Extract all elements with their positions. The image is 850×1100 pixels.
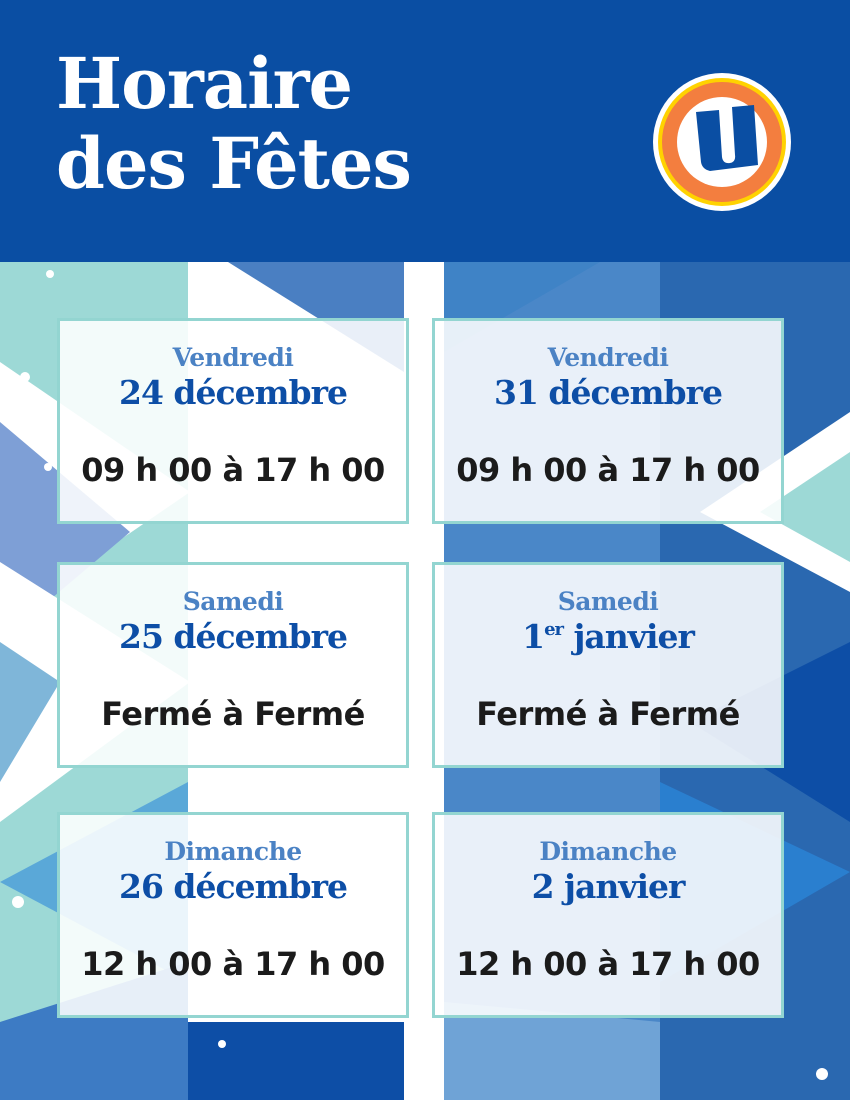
date-label: 31 décembre xyxy=(494,373,723,412)
hours-label: Fermé à Fermé xyxy=(476,695,740,733)
hours-label: 12 h 00 à 17 h 00 xyxy=(456,945,760,983)
date-number: 1 xyxy=(522,617,545,656)
day-label: Vendredi xyxy=(172,343,294,372)
page-title: Horaire des Fêtes xyxy=(56,42,412,205)
day-label: Samedi xyxy=(182,587,284,616)
day-label: Dimanche xyxy=(164,837,302,866)
day-label: Dimanche xyxy=(539,837,677,866)
title-line-1: Horaire xyxy=(56,42,353,125)
schedule-card-jan-2: Dimanche 2 janvier 12 h 00 à 17 h 00 xyxy=(432,812,784,1018)
date-ordinal: er xyxy=(544,619,564,640)
hours-label: 12 h 00 à 17 h 00 xyxy=(81,945,385,983)
schedule-card-dec-24: Vendredi 24 décembre 09 h 00 à 17 h 00 xyxy=(57,318,409,524)
schedule-card-dec-26: Dimanche 26 décembre 12 h 00 à 17 h 00 xyxy=(57,812,409,1018)
date-label: 2 janvier xyxy=(531,867,686,906)
brand-logo xyxy=(653,73,791,211)
hours-label: 09 h 00 à 17 h 00 xyxy=(456,451,760,489)
day-label: Samedi xyxy=(557,587,659,616)
schedule-card-jan-1: Samedi 1er janvier Fermé à Fermé xyxy=(432,562,784,768)
date-label: 26 décembre xyxy=(119,867,348,906)
date-label: 1er janvier xyxy=(435,617,781,656)
date-month: janvier xyxy=(563,617,694,656)
date-label: 24 décembre xyxy=(119,373,348,412)
date-label: 25 décembre xyxy=(119,617,348,656)
hours-label: Fermé à Fermé xyxy=(101,695,365,733)
schedule-card-dec-25: Samedi 25 décembre Fermé à Fermé xyxy=(57,562,409,768)
hours-label: 09 h 00 à 17 h 00 xyxy=(81,451,385,489)
header-banner: Horaire des Fêtes xyxy=(0,0,850,262)
day-label: Vendredi xyxy=(547,343,669,372)
schedule-card-dec-31: Vendredi 31 décembre 09 h 00 à 17 h 00 xyxy=(432,318,784,524)
title-line-2: des Fêtes xyxy=(56,122,412,205)
